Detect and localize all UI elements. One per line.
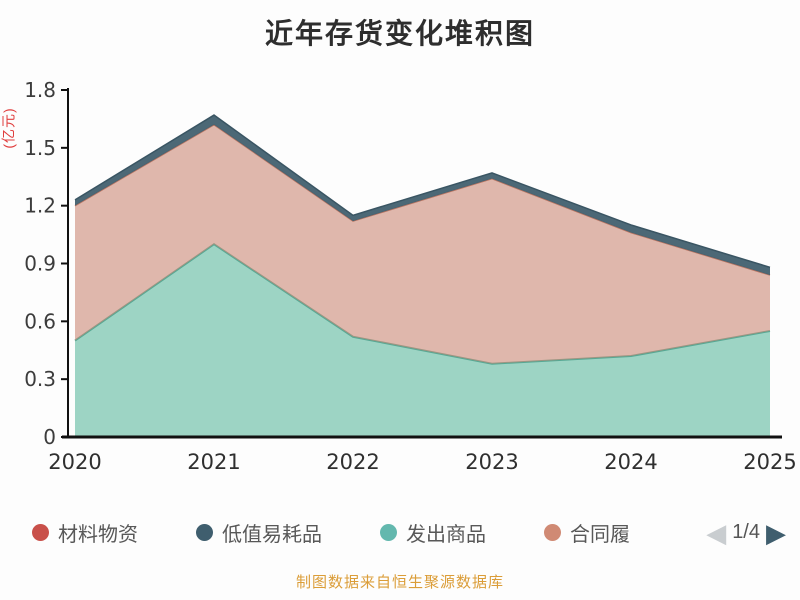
svg-text:2021: 2021 [187, 450, 240, 474]
svg-text:1.5: 1.5 [24, 136, 56, 160]
legend-item-label: 低值易耗品 [222, 524, 322, 546]
legend-item-label: 合同履 [570, 524, 630, 546]
legend-page-indicator: 1/4 [732, 521, 760, 543]
legend-item-contract[interactable]: 合同履 [544, 518, 630, 547]
svg-text:0.9: 0.9 [24, 252, 56, 276]
svg-text:2022: 2022 [326, 450, 379, 474]
legend-marker-circle-icon [544, 524, 561, 541]
legend-item-material[interactable]: 材料物资 [32, 518, 138, 547]
legend-pager: ◀ 1/4 ▶ [706, 520, 786, 546]
svg-text:2020: 2020 [48, 450, 101, 474]
legend-marker-circle-icon [380, 524, 397, 541]
svg-text:2023: 2023 [465, 450, 518, 474]
data-source-note: 制图数据来自恒生聚源数据库 [295, 574, 504, 591]
svg-text:1.8: 1.8 [24, 78, 56, 102]
svg-text:2024: 2024 [604, 450, 657, 474]
chart-legend: 材料物资 低值易耗品 发出商品 合同履 ◀ 1/4 ▶ [0, 518, 800, 547]
legend-item-label: 材料物资 [58, 524, 138, 546]
legend-next-icon[interactable]: ▶ [766, 517, 786, 548]
svg-text:0.6: 0.6 [24, 309, 56, 333]
legend-item-label: 发出商品 [406, 524, 486, 546]
svg-text:0: 0 [43, 425, 56, 449]
chart-title: 近年存货变化堆积图 [264, 18, 535, 49]
legend-item-goods-shipped[interactable]: 发出商品 [380, 518, 486, 547]
legend-prev-icon[interactable]: ◀ [706, 517, 727, 548]
legend-marker-circle-icon [196, 524, 213, 541]
svg-text:2025: 2025 [743, 450, 796, 474]
stacked-area-chart: 0 0.3 0.6 0.9 1.2 1.5 1.8 2020 2021 2022 2023 2024 2… [24, 78, 797, 474]
legend-item-low-value-consumables[interactable]: 低值易耗品 [196, 518, 322, 547]
legend-marker-circle-icon [32, 524, 49, 541]
svg-text:1.2: 1.2 [24, 194, 56, 218]
svg-text:0.3: 0.3 [24, 367, 56, 391]
